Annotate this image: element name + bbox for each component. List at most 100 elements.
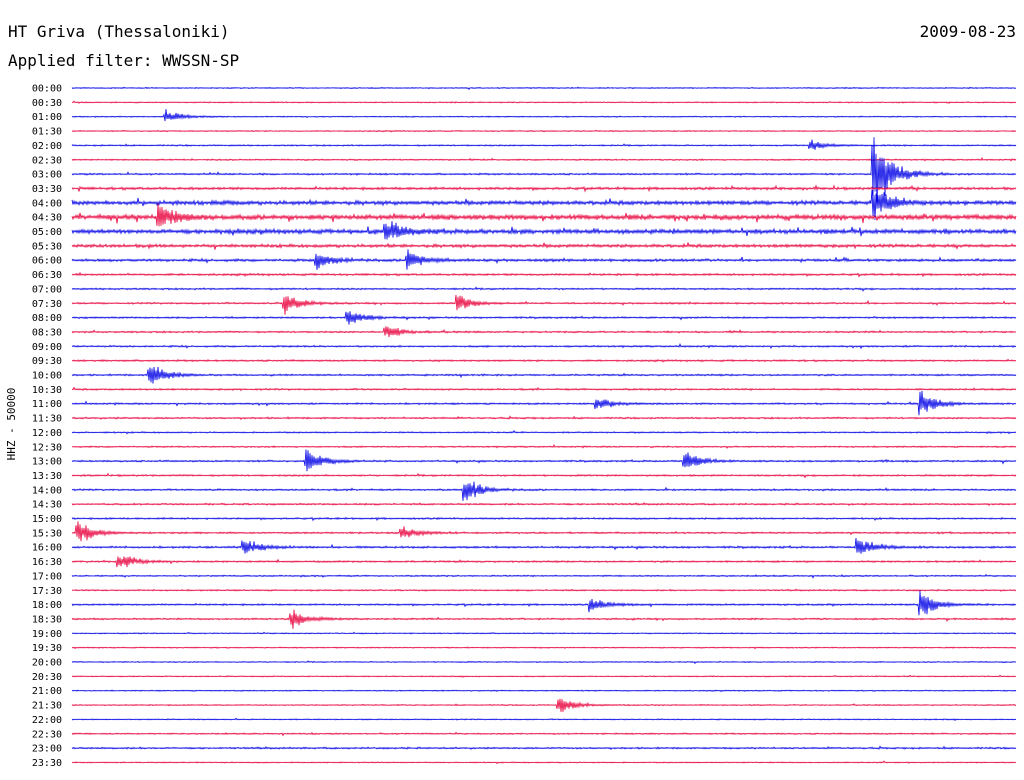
trace-line-0930: [71, 358, 1017, 363]
channel-axis-label: HHZ - 50000: [5, 388, 18, 461]
time-tick-label: 03:30: [32, 184, 62, 195]
station-title: HT Griva (Thessaloniki): [8, 22, 230, 41]
trace-line-1330: [71, 472, 1017, 479]
time-tick-label: 04:00: [32, 198, 62, 209]
time-tick-label: 17:30: [32, 586, 62, 597]
time-tick-label: 05:00: [32, 227, 62, 238]
trace-line-0030: [71, 100, 1017, 104]
time-tick-label: 12:30: [32, 442, 62, 453]
time-tick-label: 16:30: [32, 557, 62, 568]
trace-line-0830: [71, 326, 1017, 338]
trace-line-0300: [71, 137, 1017, 209]
trace-line-1830: [71, 609, 1017, 629]
time-tick-label: 08:30: [32, 327, 62, 338]
trace-line-1300: [71, 449, 1017, 472]
time-tick-label: 17:00: [32, 571, 62, 582]
time-tick-label: 00:00: [32, 84, 62, 95]
date-label: 2009-08-23: [920, 22, 1016, 41]
time-tick-label: 14:30: [32, 500, 62, 511]
trace-line-1530: [71, 521, 1017, 542]
time-tick-label: 19:30: [32, 643, 62, 654]
time-tick-label: 01:30: [32, 127, 62, 138]
trace-line-2230: [71, 731, 1017, 737]
time-tick-label: 11:00: [32, 399, 62, 410]
trace-line-0800: [71, 311, 1017, 325]
filter-label: Applied filter: WWSSN-SP: [8, 51, 239, 70]
time-tick-label: 13:00: [32, 457, 62, 468]
trace-line-0200: [71, 139, 1017, 150]
time-tick-label: 09:00: [32, 342, 62, 353]
trace-line-0330: [71, 184, 1017, 193]
time-tick-label: 10:30: [32, 385, 62, 396]
trace-line-1100: [71, 390, 1017, 416]
trace-line-0100: [71, 109, 1017, 122]
time-tick-label: 06:00: [32, 256, 62, 267]
trace-line-2030: [71, 674, 1017, 679]
seismic-traces: [71, 86, 1017, 765]
trace-line-1900: [71, 631, 1017, 635]
trace-line-1800: [71, 590, 1017, 616]
trace-line-0700: [71, 286, 1017, 292]
time-tick-label: 20:00: [32, 658, 62, 669]
trace-line-0630: [71, 271, 1017, 278]
time-tick-label: 18:30: [32, 614, 62, 625]
time-tick-label: 08:00: [32, 313, 62, 324]
time-tick-label: 23:00: [32, 744, 62, 755]
time-tick-label: 22:30: [32, 729, 62, 740]
trace-line-1400: [71, 481, 1017, 501]
trace-line-1600: [71, 538, 1017, 554]
trace-line-0600: [71, 249, 1017, 270]
time-tick-label: 03:00: [32, 170, 62, 181]
trace-line-0000: [71, 86, 1017, 91]
trace-line-0430: [71, 203, 1017, 227]
trace-line-1430: [71, 501, 1017, 507]
trace-line-0900: [71, 342, 1017, 350]
time-tick-label: 10:00: [32, 371, 62, 382]
trace-line-2200: [71, 717, 1017, 722]
time-tick-label: 15:00: [32, 514, 62, 525]
trace-line-1130: [71, 415, 1017, 421]
time-tick-label: 20:30: [32, 672, 62, 683]
trace-line-0500: [71, 221, 1017, 240]
time-tick-label: 09:30: [32, 356, 62, 367]
trace-line-1030: [71, 386, 1017, 392]
time-tick-label: 13:30: [32, 471, 62, 482]
time-tick-label: 12:00: [32, 428, 62, 439]
trace-line-0530: [71, 242, 1017, 250]
time-tick-label: 14:00: [32, 485, 62, 496]
time-tick-label: 02:00: [32, 141, 62, 152]
trace-line-1000: [71, 366, 1017, 384]
time-tick-label: 23:30: [32, 758, 62, 769]
trace-line-1500: [71, 516, 1017, 522]
trace-line-2130: [71, 698, 1017, 712]
time-tick-labels: 00:00 00:30 01:00 01:30 02:00 02:30 03:00 03:30…: [32, 84, 62, 769]
time-tick-label: 19:00: [32, 629, 62, 640]
trace-line-0230: [71, 156, 1017, 162]
trace-line-0400: [71, 189, 1017, 220]
time-tick-label: 04:30: [32, 213, 62, 224]
trace-line-2330: [71, 760, 1017, 765]
time-tick-label: 16:00: [32, 543, 62, 554]
time-tick-label: 22:00: [32, 715, 62, 726]
trace-line-1200: [71, 429, 1017, 435]
trace-line-1730: [71, 588, 1017, 592]
time-tick-label: 11:30: [32, 414, 62, 425]
time-tick-label: 01:00: [32, 112, 62, 123]
trace-line-2300: [71, 745, 1017, 751]
trace-line-1700: [71, 573, 1017, 579]
time-tick-label: 00:30: [32, 98, 62, 109]
trace-line-1630: [71, 556, 1017, 568]
time-tick-label: 15:30: [32, 528, 62, 539]
time-tick-label: 06:30: [32, 270, 62, 281]
time-tick-label: 07:30: [32, 299, 62, 310]
trace-line-2100: [71, 689, 1017, 693]
time-tick-label: 18:00: [32, 600, 62, 611]
time-tick-label: 21:00: [32, 686, 62, 697]
time-tick-label: 05:30: [32, 241, 62, 252]
time-tick-label: 07:00: [32, 284, 62, 295]
trace-line-0130: [71, 129, 1017, 133]
trace-line-0730: [71, 294, 1017, 315]
time-tick-label: 02:30: [32, 155, 62, 166]
trace-line-1230: [71, 443, 1017, 449]
